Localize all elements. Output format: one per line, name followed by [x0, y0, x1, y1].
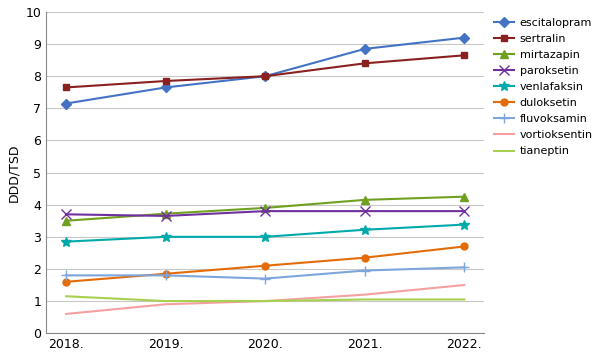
Line: mirtazapin: mirtazapin — [62, 193, 469, 225]
Line: escitalopram: escitalopram — [62, 34, 468, 107]
paroksetin — [62, 212, 70, 217]
escitalopram — [461, 35, 468, 40]
Y-axis label: DDD/TSD: DDD/TSD — [7, 143, 20, 202]
tianeptin — [62, 294, 70, 299]
tianeptin — [262, 299, 269, 303]
Line: tianeptin: tianeptin — [66, 296, 464, 301]
Legend: escitalopram, sertralin, mirtazapin, paroksetin, venlafaksin, duloksetin, fluvok: escitalopram, sertralin, mirtazapin, par… — [494, 18, 593, 156]
vortioksentin — [361, 292, 368, 297]
fluvoksamin — [361, 268, 368, 273]
mirtazapin — [62, 219, 70, 223]
vortioksentin — [62, 312, 70, 316]
Line: venlafaksin: venlafaksin — [61, 220, 469, 247]
tianeptin — [162, 299, 169, 303]
tianeptin — [461, 297, 468, 301]
venlafaksin — [162, 235, 169, 239]
duloksetin — [62, 280, 70, 284]
vortioksentin — [262, 299, 269, 303]
Line: paroksetin: paroksetin — [61, 206, 469, 221]
venlafaksin — [262, 235, 269, 239]
mirtazapin — [262, 206, 269, 210]
duloksetin — [361, 256, 368, 260]
escitalopram — [62, 101, 70, 106]
fluvoksamin — [62, 273, 70, 277]
paroksetin — [162, 214, 169, 218]
venlafaksin — [361, 228, 368, 232]
mirtazapin — [361, 198, 368, 202]
duloksetin — [461, 244, 468, 248]
escitalopram — [262, 74, 269, 78]
venlafaksin — [461, 222, 468, 227]
mirtazapin — [461, 194, 468, 199]
Line: vortioksentin: vortioksentin — [66, 285, 464, 314]
escitalopram — [361, 47, 368, 51]
vortioksentin — [162, 302, 169, 306]
duloksetin — [162, 272, 169, 276]
paroksetin — [461, 209, 468, 213]
venlafaksin — [62, 240, 70, 244]
sertralin — [361, 61, 368, 66]
fluvoksamin — [262, 276, 269, 281]
sertralin — [62, 85, 70, 90]
mirtazapin — [162, 212, 169, 216]
escitalopram — [162, 85, 169, 90]
fluvoksamin — [162, 273, 169, 277]
paroksetin — [361, 209, 368, 213]
Line: sertralin: sertralin — [62, 52, 468, 91]
fluvoksamin — [461, 265, 468, 270]
duloksetin — [262, 263, 269, 268]
Line: fluvoksamin: fluvoksamin — [61, 262, 469, 284]
paroksetin — [262, 209, 269, 213]
sertralin — [162, 79, 169, 83]
tianeptin — [361, 297, 368, 301]
sertralin — [262, 74, 269, 78]
sertralin — [461, 53, 468, 58]
vortioksentin — [461, 283, 468, 287]
Line: duloksetin: duloksetin — [62, 243, 468, 285]
